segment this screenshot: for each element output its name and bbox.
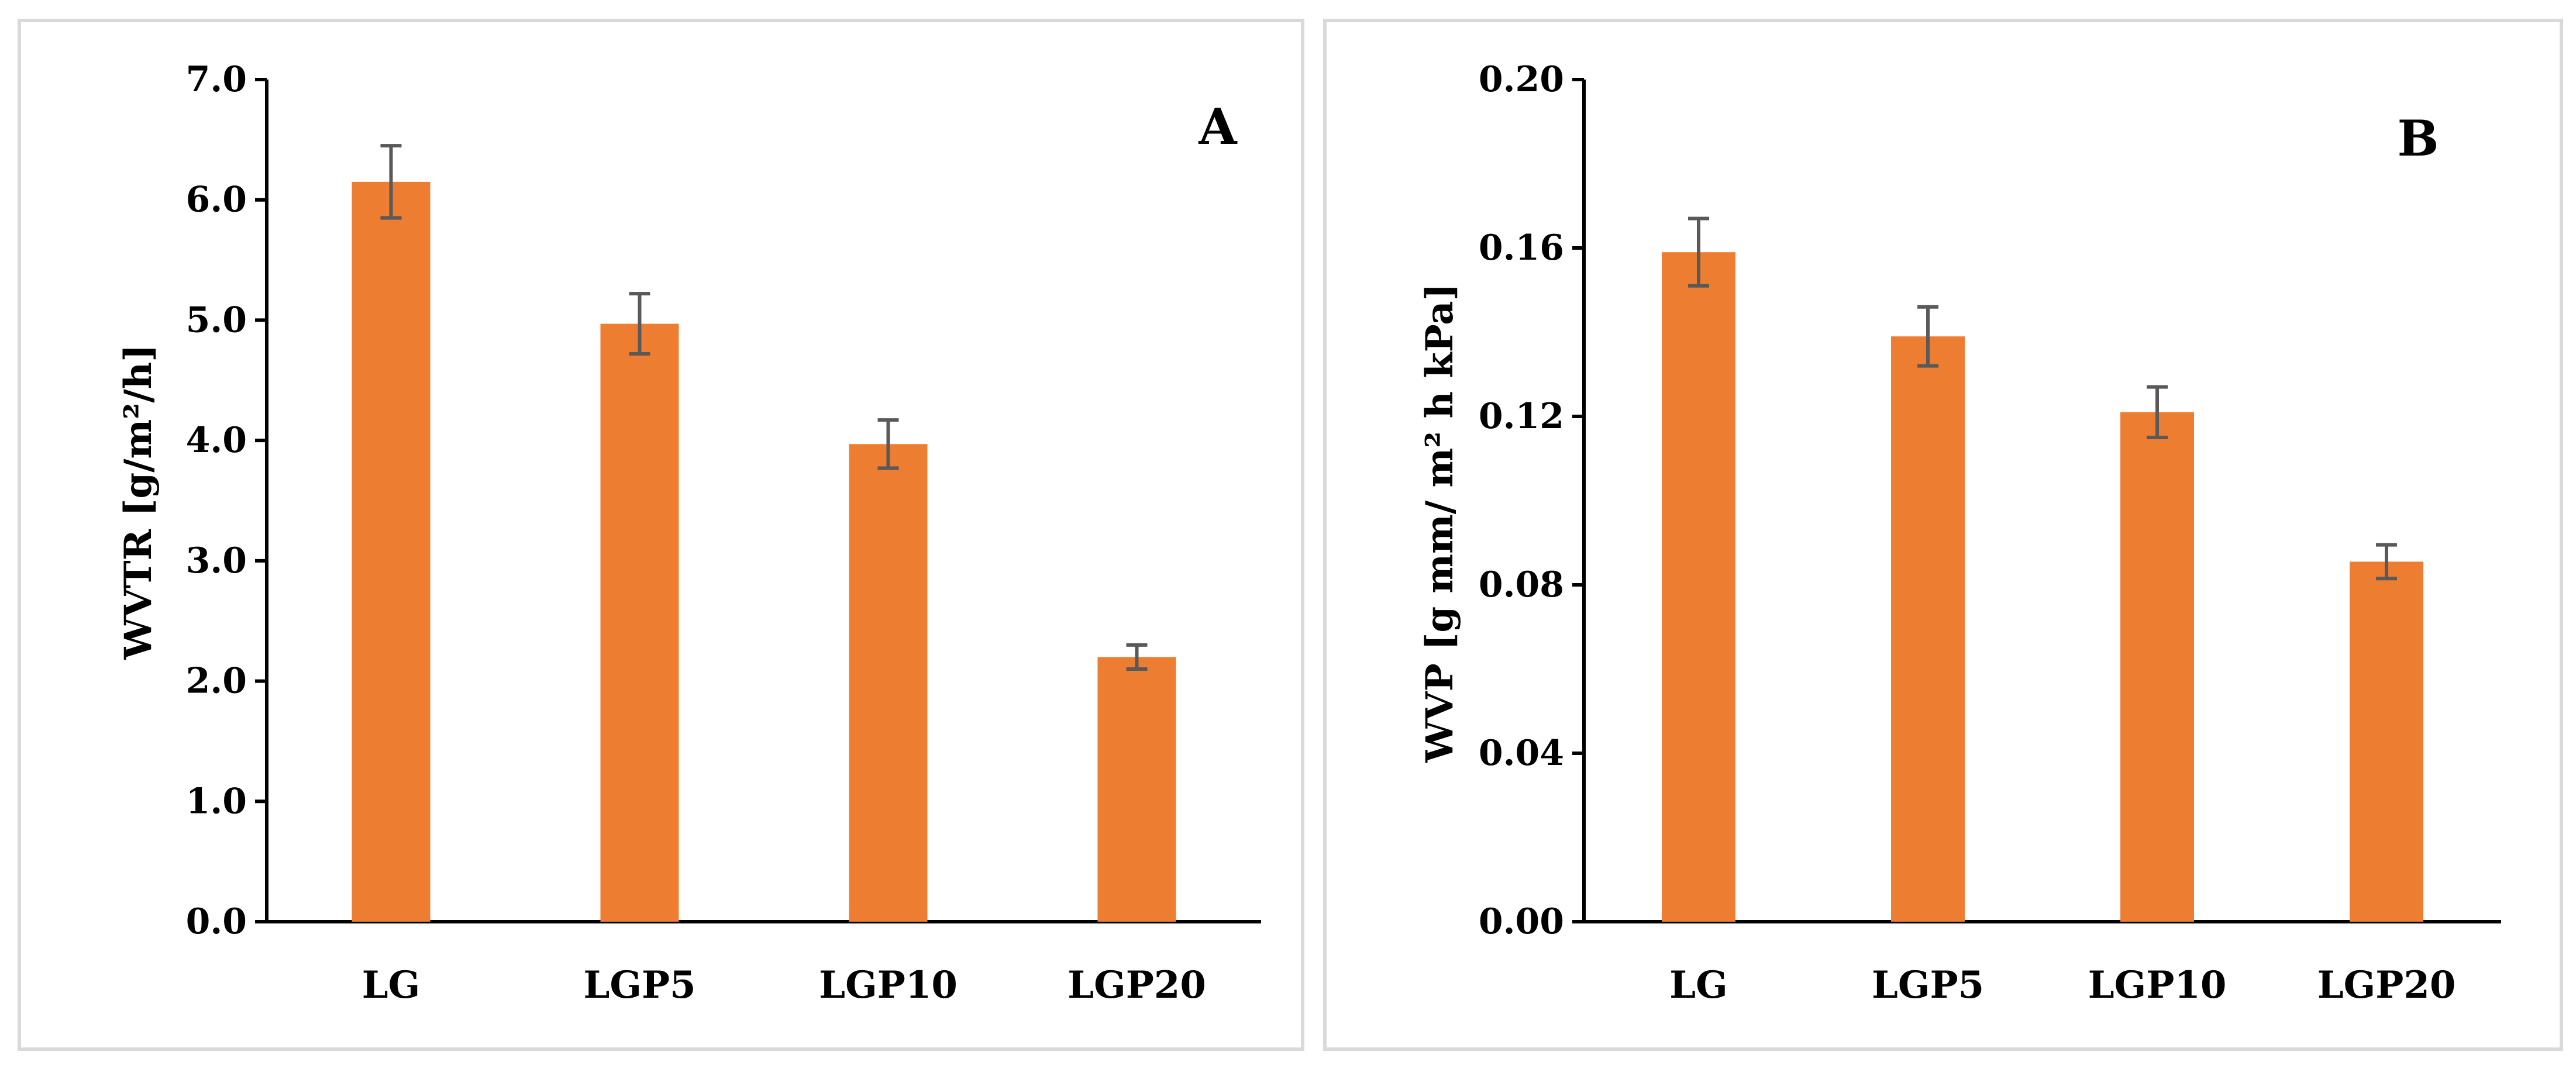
chart-b-ytick-label: 0.20 bbox=[1479, 59, 1564, 100]
chart-panel-a: WVTR [g/m²/h] A 0.0 1.0 2.0 3.0 4.0 5.0 6.0 7.0… bbox=[18, 19, 1304, 1051]
chart-a-bar-lgp10 bbox=[849, 444, 928, 922]
chart-a-ytick-label: 5.0 bbox=[186, 299, 247, 340]
chart-panel-b: WVP [g mm/ m² h kPa] B 0.00 0.04 0.08 0.12 0… bbox=[1323, 19, 2563, 1051]
chart-b-category-label: LGP5 bbox=[1872, 963, 1984, 1007]
chart-b-bar-lg bbox=[1662, 252, 1735, 922]
chart-b-panel-letter: B bbox=[2398, 109, 2439, 167]
chart-b-category-label: LG bbox=[1669, 963, 1728, 1007]
chart-a-category-label: LGP5 bbox=[583, 963, 695, 1007]
chart-b-bar-lgp10 bbox=[2120, 412, 2194, 922]
chart-b-category-label: LGP20 bbox=[2317, 963, 2456, 1007]
chart-a-category-label: LGP10 bbox=[819, 963, 958, 1007]
chart-b-ytick-label: 0.00 bbox=[1479, 901, 1564, 942]
chart-a-ylabel: WVTR [g/m²/h] bbox=[116, 344, 160, 660]
chart-b-bar-lgp20 bbox=[2350, 561, 2423, 922]
chart-a-category-label: LG bbox=[362, 963, 421, 1007]
chart-b-ytick-label: 0.04 bbox=[1479, 733, 1564, 774]
chart-a-ytick-label: 0.0 bbox=[186, 901, 247, 942]
chart-b-category-label: LGP10 bbox=[2088, 963, 2227, 1007]
chart-a-bar-lgp20 bbox=[1097, 657, 1176, 922]
chart-a-ytick-label: 6.0 bbox=[186, 180, 247, 220]
chart-b-ytick-label: 0.12 bbox=[1479, 396, 1564, 437]
chart-a-panel-letter: A bbox=[1198, 98, 1238, 156]
chart-a-ytick-label: 1.0 bbox=[186, 781, 247, 822]
chart-a-category-label: LGP20 bbox=[1067, 963, 1206, 1007]
chart-b-ytick-label: 0.16 bbox=[1479, 228, 1564, 268]
chart-a-ytick-label: 2.0 bbox=[186, 661, 247, 702]
chart-a-bar-lg bbox=[352, 181, 431, 922]
chart-b-ylabel: WVP [g mm/ m² h kPa] bbox=[1418, 283, 1462, 763]
chart-b-svg: WVP [g mm/ m² h kPa] B 0.00 0.04 0.08 0.12 0… bbox=[1418, 59, 2501, 1007]
chart-a-ytick-label: 4.0 bbox=[186, 420, 247, 461]
chart-a-ytick-label: 7.0 bbox=[186, 59, 247, 100]
chart-a-svg: WVTR [g/m²/h] A 0.0 1.0 2.0 3.0 4.0 5.0 6.0 7.0… bbox=[116, 59, 1261, 1007]
chart-b-ytick-label: 0.08 bbox=[1479, 564, 1564, 605]
chart-a-bar-lgp5 bbox=[600, 323, 679, 922]
chart-b-bar-lgp5 bbox=[1891, 336, 1965, 922]
chart-a-ytick-label: 3.0 bbox=[186, 540, 247, 581]
